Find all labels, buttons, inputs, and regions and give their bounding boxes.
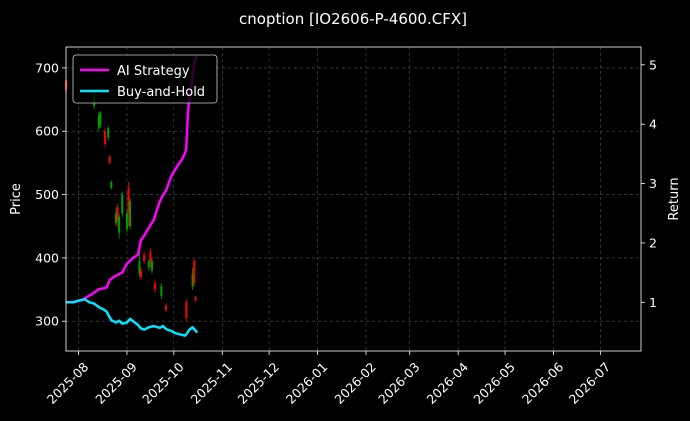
y2-axis-title: Return	[667, 177, 682, 220]
candle-body	[194, 297, 197, 301]
plot-frame	[65, 46, 642, 352]
candle-body	[191, 273, 194, 287]
legend-label-bh: Buy-and-Hold	[117, 85, 205, 100]
candle-body	[97, 115, 100, 129]
legend-label-ai: AI Strategy	[117, 64, 190, 79]
candle-body	[147, 261, 150, 268]
candle-body	[108, 156, 111, 163]
chart-title: cnoption [IO2606-P-4600.CFX]	[239, 10, 467, 28]
candle-body	[160, 286, 163, 296]
y-tick-label: 400	[35, 250, 59, 265]
y2-tick-label: 5	[649, 57, 657, 72]
y-tick-label: 600	[35, 124, 59, 139]
candle-body	[150, 261, 153, 271]
candle-body	[140, 270, 142, 277]
y2-tick-label: 2	[649, 235, 657, 250]
y2-tick-label: 3	[649, 176, 657, 191]
series-lines	[66, 55, 199, 337]
candle-body	[99, 112, 102, 125]
y2-tick-label: 1	[649, 295, 657, 310]
candle-body	[165, 305, 167, 310]
buy-and-hold-line	[66, 298, 199, 337]
candle-body	[129, 200, 132, 227]
candle-body	[138, 261, 141, 274]
ai-strategy-line	[66, 55, 199, 304]
candle-body	[193, 261, 196, 284]
candle-body	[104, 131, 107, 144]
candle-body	[185, 302, 188, 319]
candle-body	[110, 181, 113, 189]
y2-tick-label: 4	[649, 117, 657, 132]
y-tick-label: 300	[35, 314, 59, 329]
y-axis-title: Price	[9, 183, 24, 215]
candle-body	[116, 207, 119, 220]
candle-body	[154, 283, 157, 290]
candle-body	[118, 216, 121, 233]
candle-body	[149, 251, 152, 262]
candle-body	[121, 194, 124, 214]
candle-body	[143, 254, 146, 262]
candle-body	[115, 213, 117, 224]
candle-body	[125, 213, 128, 230]
candle-body	[107, 128, 110, 138]
candle-body	[127, 188, 130, 214]
legend: AI Strategy Buy-and-Hold	[72, 54, 218, 104]
y-tick-label: 700	[35, 60, 59, 75]
y-tick-label: 500	[35, 187, 59, 202]
